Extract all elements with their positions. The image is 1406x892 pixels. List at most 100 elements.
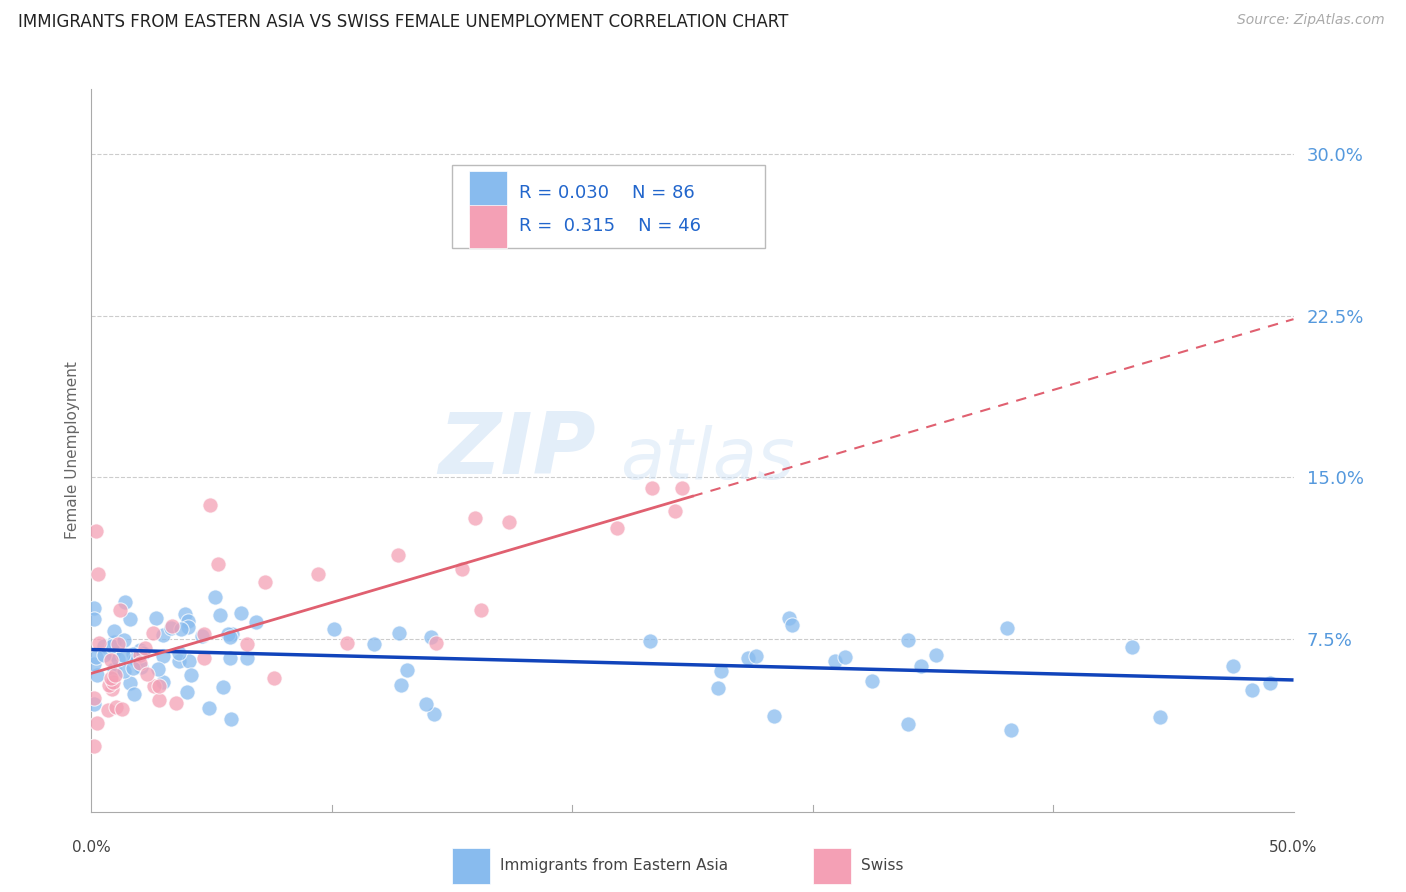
Point [112,664,135,678]
Point [129,657,152,671]
Point [152,648,174,663]
Point [131,646,153,660]
Point [143,679,166,693]
Point [83,611,105,625]
Point [897,633,920,648]
Point [995,621,1018,635]
Point [105,699,128,714]
Point [219,630,242,644]
Point [221,627,243,641]
Point [167,654,190,668]
Point [86,668,108,682]
Text: R = 0.030    N = 86: R = 0.030 N = 86 [519,184,695,202]
Point [236,651,259,665]
Point [415,697,437,711]
Point [420,630,443,644]
Point [307,566,329,581]
Point [136,667,159,681]
Bar [451,847,491,884]
Point [219,712,242,726]
Point [193,627,215,641]
Point [193,650,215,665]
Point [180,667,202,681]
Point [97,703,120,717]
Bar [813,847,851,884]
Point [83,691,105,706]
Point [395,663,418,677]
Point [640,634,662,648]
Bar [468,171,508,214]
Text: IMMIGRANTS FROM EASTERN ASIA VS SWISS FEMALE UNEMPLOYMENT CORRELATION CHART: IMMIGRANTS FROM EASTERN ASIA VS SWISS FE… [18,13,789,31]
FancyBboxPatch shape [451,165,765,248]
Text: 50.0%: 50.0% [1270,839,1317,855]
Point [148,680,170,694]
Point [422,706,444,721]
Point [122,687,145,701]
Point [236,637,259,651]
Point [323,623,346,637]
Point [198,499,221,513]
Point [745,649,768,664]
Point [198,700,221,714]
Point [84,524,107,539]
Point [152,675,174,690]
Point [129,643,152,657]
Point [103,662,125,676]
Point [671,481,693,495]
Point [176,685,198,699]
Point [170,622,193,636]
Point [253,575,276,590]
Point [101,675,124,690]
Point [450,562,472,576]
Point [778,611,800,625]
Point [664,503,686,517]
Point [103,624,125,639]
Point [1149,710,1171,724]
Bar [468,205,508,248]
Text: atlas: atlas [620,425,794,494]
Text: R =  0.315    N = 46: R = 0.315 N = 46 [519,218,702,235]
Point [388,626,411,640]
Point [737,651,759,665]
Point [83,697,105,711]
Point [179,654,201,668]
Point [263,671,285,685]
Point [129,660,152,674]
Point [425,636,447,650]
Point [121,661,143,675]
Point [84,650,107,665]
Point [897,717,920,731]
Point [134,641,156,656]
Point [101,639,124,653]
Point [159,621,181,635]
Point [104,668,127,682]
Point [389,678,412,692]
Point [363,637,385,651]
Point [780,618,803,632]
Point [114,594,136,608]
Point [498,516,520,530]
Text: Swiss: Swiss [860,858,903,873]
Point [707,681,730,696]
Point [177,615,200,629]
Point [174,607,197,622]
Point [98,678,121,692]
Point [83,601,105,615]
Point [146,662,169,676]
Point [103,647,125,661]
Point [176,620,198,634]
Point [762,709,785,723]
Point [641,481,664,495]
Point [211,680,233,694]
Point [107,652,129,666]
Point [142,626,165,640]
Text: Source: ZipAtlas.com: Source: ZipAtlas.com [1237,13,1385,28]
Point [110,603,132,617]
Point [910,659,932,673]
Point [103,635,125,649]
Point [1121,640,1143,654]
Point [824,654,846,668]
Point [93,640,115,654]
Point [122,647,145,661]
Point [860,673,883,688]
